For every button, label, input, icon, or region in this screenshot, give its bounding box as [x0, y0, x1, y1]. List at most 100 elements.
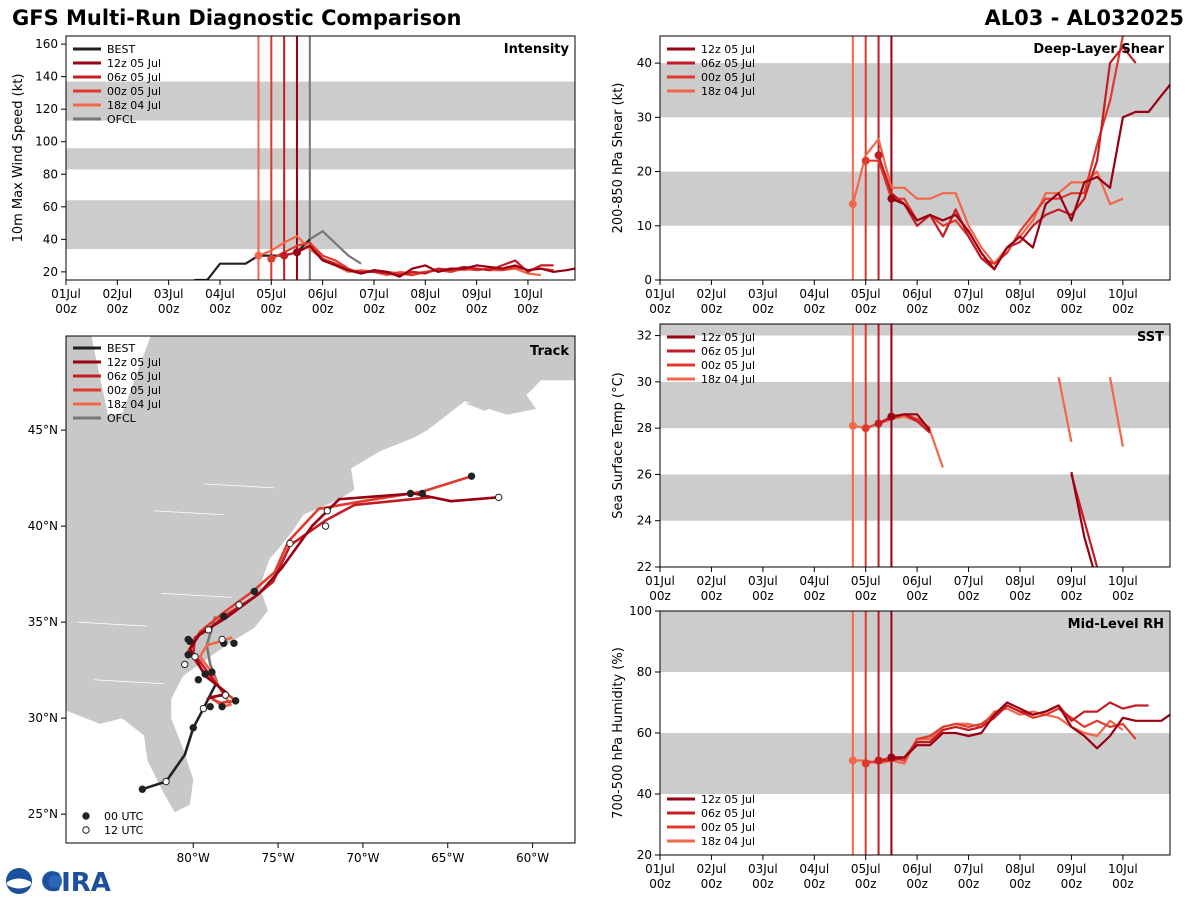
- track-dot-00utc: [218, 702, 226, 711]
- track-land-5: [91, 336, 151, 416]
- track-dot-00utc: [231, 697, 240, 705]
- rh-ylabel: 700-500 hPa Humidity (%): [611, 647, 626, 819]
- track-marker-legend-utc12: [82, 826, 90, 834]
- logo-text: CIRA: [42, 868, 111, 898]
- noaa-seal-icon: [6, 868, 32, 894]
- track-dot-00utc: [208, 668, 216, 676]
- rh-marker-r06z: [874, 756, 883, 765]
- track-dot-12utc: [286, 539, 294, 548]
- sst-legend-label-r00z: 00z 05 Jul: [701, 359, 755, 372]
- track-dot-12utc: [204, 626, 213, 634]
- intensity-band-0: [66, 200, 575, 250]
- sst-legend-label-r18z: 18z 04 Jul: [701, 373, 755, 386]
- intensity-xtick-label-hour: 00z: [517, 302, 539, 316]
- shear-xtick-label-day: 03Jul: [748, 287, 778, 301]
- shear-marker-r06z: [874, 151, 883, 160]
- rh-xtick-label-hour: 00z: [958, 877, 980, 891]
- rh-xtick-label-day: 10Jul: [1108, 862, 1138, 876]
- shear-legend-label-r00z: 00z 05 Jul: [701, 71, 755, 84]
- track-dot-00utc: [184, 635, 192, 644]
- intensity-xtick-label-hour: 00z: [158, 302, 180, 316]
- shear-marker-r12z: [887, 194, 896, 203]
- track-dot-00utc: [418, 489, 426, 498]
- intensity-series-ofcl: [309, 230, 362, 265]
- rh-xtick-label-hour: 00z: [1009, 877, 1031, 891]
- rh-legend-label-r06z: 06z 05 Jul: [701, 807, 755, 820]
- sst-xtick-label-day: 01Jul: [645, 574, 675, 588]
- rh-band-1: [660, 611, 1170, 672]
- track-ytick-label: 30°N: [28, 711, 58, 725]
- rh-legend-label-r00z: 00z 05 Jul: [701, 821, 755, 834]
- intensity-band-1: [66, 148, 575, 170]
- sst-title: SST: [1137, 330, 1164, 345]
- sst-series-r18z_c: [1108, 376, 1124, 447]
- sst-ytick-label: 28: [637, 421, 652, 435]
- track-dot-00utc: [184, 651, 192, 659]
- rh-xtick-label-hour: 00z: [752, 877, 774, 891]
- intensity-legend-label-r06z: 06z 05 Jul: [107, 71, 161, 84]
- rh-plot-area: [660, 611, 1170, 855]
- track-legend-label-r00z: 00z 05 Jul: [107, 384, 161, 397]
- intensity-xtick-label-day: 05Jul: [256, 287, 286, 301]
- rh-xtick-label-hour: 00z: [906, 877, 928, 891]
- shear-xtick-label-hour: 00z: [803, 302, 825, 316]
- shear-xtick-label-day: 08Jul: [1005, 287, 1035, 301]
- rh-xtick-label-day: 07Jul: [954, 862, 984, 876]
- sst-xtick-label-hour: 00z: [803, 589, 825, 603]
- track-marker-legend-label-utc12: 12 UTC: [104, 824, 144, 837]
- rh-ytick-label: 80: [637, 665, 652, 679]
- track-dot-12utc: [494, 493, 503, 502]
- rh-ytick-label: 40: [637, 787, 652, 801]
- shear-chart: 01Jul00z02Jul00z03Jul00z04Jul00z05Jul00z…: [611, 35, 1171, 316]
- rh-xtick-label-hour: 00z: [855, 877, 877, 891]
- shear-xtick-label-hour: 00z: [1009, 302, 1031, 316]
- track-border-4: [93, 679, 164, 685]
- sst-band-2: [660, 324, 1170, 336]
- track-legend-label-r18z: 18z 04 Jul: [107, 398, 161, 411]
- rh-marker-r18z: [848, 756, 857, 765]
- intensity-plot-area: [66, 36, 575, 280]
- rh-xtick-label-day: 06Jul: [902, 862, 932, 876]
- sst-xtick-label-day: 09Jul: [1057, 574, 1087, 588]
- intensity-xtick-label-day: 01Jul: [51, 287, 81, 301]
- intensity-xtick-label-hour: 00z: [363, 302, 385, 316]
- track-legend-label-ofcl: OFCL: [107, 412, 137, 425]
- sst-xtick-label-hour: 00z: [855, 589, 877, 603]
- track-dot-12utc: [323, 507, 331, 515]
- intensity-chart: 01Jul00z02Jul00z03Jul00z04Jul00z05Jul00z…: [11, 35, 576, 316]
- track-land-4: [296, 508, 319, 515]
- intensity-ytick-label: 100: [35, 135, 58, 149]
- rh-xtick-label-day: 08Jul: [1005, 862, 1035, 876]
- sst-plot-area: [660, 324, 1170, 567]
- track-land-1: [461, 337, 504, 352]
- track-xtick-label: 70°W: [346, 851, 379, 865]
- shear-xtick-label-hour: 00z: [906, 302, 928, 316]
- shear-xtick-label-day: 01Jul: [645, 287, 675, 301]
- intensity-ytick-label: 160: [35, 37, 58, 51]
- rh-series-r06z: [878, 701, 1149, 762]
- shear-xtick-label-hour: 00z: [649, 302, 671, 316]
- track-border-0: [76, 621, 147, 627]
- sst-xtick-label-hour: 00z: [752, 589, 774, 603]
- shear-ytick-label: 0: [644, 273, 652, 287]
- rh-xtick-label-day: 03Jul: [748, 862, 778, 876]
- track-dot-00utc: [194, 676, 203, 684]
- intensity-xtick-label-hour: 00z: [312, 302, 334, 316]
- rh-marker-r12z: [887, 753, 896, 762]
- sst-ytick-label: 26: [637, 467, 652, 481]
- rh-legend-label-r12z: 12z 05 Jul: [701, 793, 755, 806]
- track-plot-area: [66, 336, 575, 813]
- sst-xtick-label-day: 05Jul: [851, 574, 881, 588]
- intensity-frame: [65, 35, 576, 281]
- rh-ytick-label: 20: [637, 848, 652, 862]
- shear-legend-label-r06z: 06z 05 Jul: [701, 57, 755, 70]
- intensity-marker-r00z: [267, 254, 276, 263]
- storm-id-title: AL03 - AL032025: [984, 6, 1185, 30]
- track-frame: [65, 335, 576, 844]
- track-border-3: [161, 592, 232, 598]
- intensity-series-r12z: [296, 244, 575, 278]
- intensity-series-r00z: [270, 241, 554, 277]
- shear-xtick-label-hour: 00z: [1061, 302, 1083, 316]
- track-series-r00z: [186, 474, 472, 705]
